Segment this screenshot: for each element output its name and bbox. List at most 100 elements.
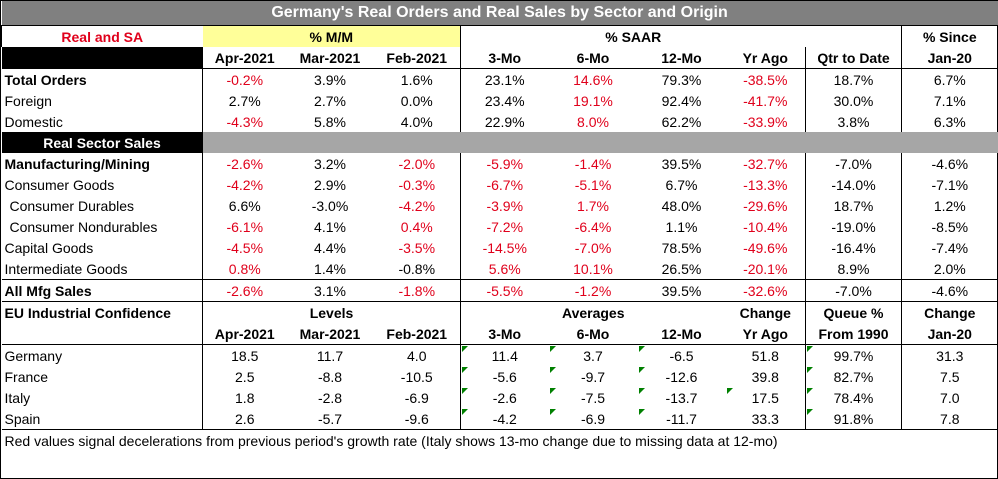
column-header: Yr Ago [742, 49, 788, 66]
since-group-header: % Since [900, 25, 998, 47]
table-cell: 51.8 [751, 347, 779, 364]
table-cell: 79.3% [661, 71, 702, 88]
table-row: Capital Goods -4.5% 4.4% -3.5% -14.5% -7.0% 78… [2, 237, 998, 258]
table-cell: -0.8% [398, 260, 436, 277]
table-cell: 4.0 [407, 347, 427, 364]
table-cell: -2.8 [317, 389, 343, 406]
table-row: Consumer Nondurables -6.1% 4.1% 0.4% -7.2% -6… [2, 216, 998, 237]
row-label: Germany [4, 347, 63, 364]
table-cell: -6.5 [638, 345, 726, 367]
table-cell: 5.6% [460, 258, 549, 280]
table-cell: 4.4% [314, 239, 346, 256]
table-cell: 2.5 [202, 366, 287, 387]
mm-group-header: % M/M [202, 25, 461, 47]
row-label: Italy [4, 389, 31, 406]
table-cell: -7.0% [574, 239, 612, 256]
table-cell: 7.1% [900, 90, 998, 111]
table-cell: -49.6% [743, 239, 788, 256]
table-cell: -10.4% [743, 218, 788, 235]
table-cell: 91.8% [805, 408, 902, 430]
table-cell: -8.5% [900, 216, 998, 237]
table-cell: 2.0% [900, 258, 998, 280]
table-cell: -0.3% [398, 176, 436, 193]
table-cell: -41.7% [743, 92, 788, 109]
table-cell: 78.5% [661, 239, 702, 256]
table-cell: 48.0% [661, 197, 702, 214]
table-cell: -12.6 [638, 366, 726, 387]
eu-subheader-blank [2, 323, 203, 345]
column-header: Jan-20 [900, 47, 998, 69]
table-cell: -1.4% [574, 155, 612, 172]
orders-sales-table: Germany's Real Orders and Real Sales by … [1, 1, 998, 452]
table-cell: 33.3 [751, 410, 779, 427]
table-cell: -4.6% [900, 279, 998, 302]
table-cell: -2.6% [202, 279, 287, 302]
eu-subheader: From 1990 [805, 323, 902, 345]
column-header: 3-Mo [460, 47, 549, 69]
table-cell: -2.6 [460, 387, 549, 408]
eu-subheader-row: Apr-2021 Mar-2021 Feb-2021 3-Mo 6-Mo 12-Mo Yr … [1, 323, 998, 345]
table-cell: -4.3% [202, 111, 287, 132]
table-row: Foreign 2.7% 2.7% 0.0% 23.4% 19.1% 92.4% -41.7%… [2, 90, 998, 111]
table-row: Domestic -4.3% 5.8% 4.0% 22.9% 8.0% 62.2% -33.9… [2, 111, 998, 132]
row-label: Capital Goods [4, 239, 94, 256]
table-cell: -13.3% [743, 176, 788, 193]
table-cell: -19.0% [805, 216, 902, 237]
table-cell: 19.1% [573, 92, 613, 109]
table-cell: 99.7% [805, 344, 902, 366]
table-row: Consumer Durables 6.6% -3.0% -4.2% -3.9% 1.7%… [2, 195, 998, 216]
column-header: Apr-2021 [202, 47, 287, 69]
saar-group-header: % SAAR [460, 25, 806, 47]
change-since-header: Change [900, 301, 998, 323]
table-cell: -7.2% [460, 216, 549, 237]
table-cell: 26.5% [661, 260, 702, 277]
table-cell: -6.9 [549, 408, 638, 430]
table-cell: -38.5% [743, 71, 788, 88]
table-cell: -5.5% [460, 279, 549, 302]
eu-subheader: 6-Mo [576, 325, 610, 342]
row-label: Total Orders [4, 71, 87, 88]
table-cell: 1.1% [665, 218, 698, 235]
table-cell: -1.8% [398, 282, 436, 299]
eu-subheader: Mar-2021 [299, 325, 361, 342]
table-row: Germany 18.5 11.7 4.0 11.4 3.7 -6.5 51.8 99.7% 31… [2, 344, 998, 367]
eu-subheader: Yr Ago [742, 325, 788, 342]
table-cell: 39.5% [661, 155, 702, 172]
section-header: Real Sector Sales [1, 132, 203, 153]
table-cell: 3.2% [314, 155, 346, 172]
table-cell: 0.8% [202, 258, 287, 280]
row-label: Intermediate Goods [4, 260, 128, 277]
table-cell: -7.0% [805, 279, 902, 302]
table-title: Germany's Real Orders and Real Sales by … [1, 1, 998, 26]
table-cell: 8.0% [577, 113, 609, 130]
table-cell: 1.4% [314, 260, 346, 277]
table-cell: -8.8 [317, 368, 343, 385]
section-header-row: Real Sector Sales [1, 132, 998, 153]
table-cell: -16.4% [805, 237, 902, 258]
averages-header: Averages [460, 301, 726, 323]
table-cell: -7.5 [549, 387, 638, 408]
table-cell: -14.0% [805, 174, 902, 195]
table-cell: -7.4% [900, 237, 998, 258]
table-cell: 11.7 [316, 347, 344, 364]
table-cell: 1.8 [202, 387, 287, 408]
table-cell: 4.0% [400, 113, 433, 130]
row-label: Domestic [4, 113, 63, 130]
change-header: Change [739, 304, 791, 321]
table-cell: -3.9% [460, 195, 549, 216]
table-cell: 7.8 [900, 408, 998, 430]
table-cell: 2.6 [202, 408, 287, 430]
footnote-row: Red values signal decelerations from pre… [1, 429, 998, 452]
table-cell: 1.6% [400, 71, 433, 88]
table-cell: 3.7 [549, 345, 638, 367]
table-cell: -20.1% [743, 260, 788, 277]
row-label: France [4, 368, 49, 385]
eu-subheader: Feb-2021 [386, 325, 448, 342]
table-cell: -0.2% [202, 68, 287, 90]
table-cell: -4.2% [398, 197, 436, 214]
table-cell: 82.7% [805, 366, 902, 387]
table-cell: -7.1% [900, 174, 998, 195]
row-label: Spain [4, 410, 41, 427]
row-label: Consumer Nondurables [9, 218, 158, 235]
table-cell: 8.9% [805, 258, 902, 280]
